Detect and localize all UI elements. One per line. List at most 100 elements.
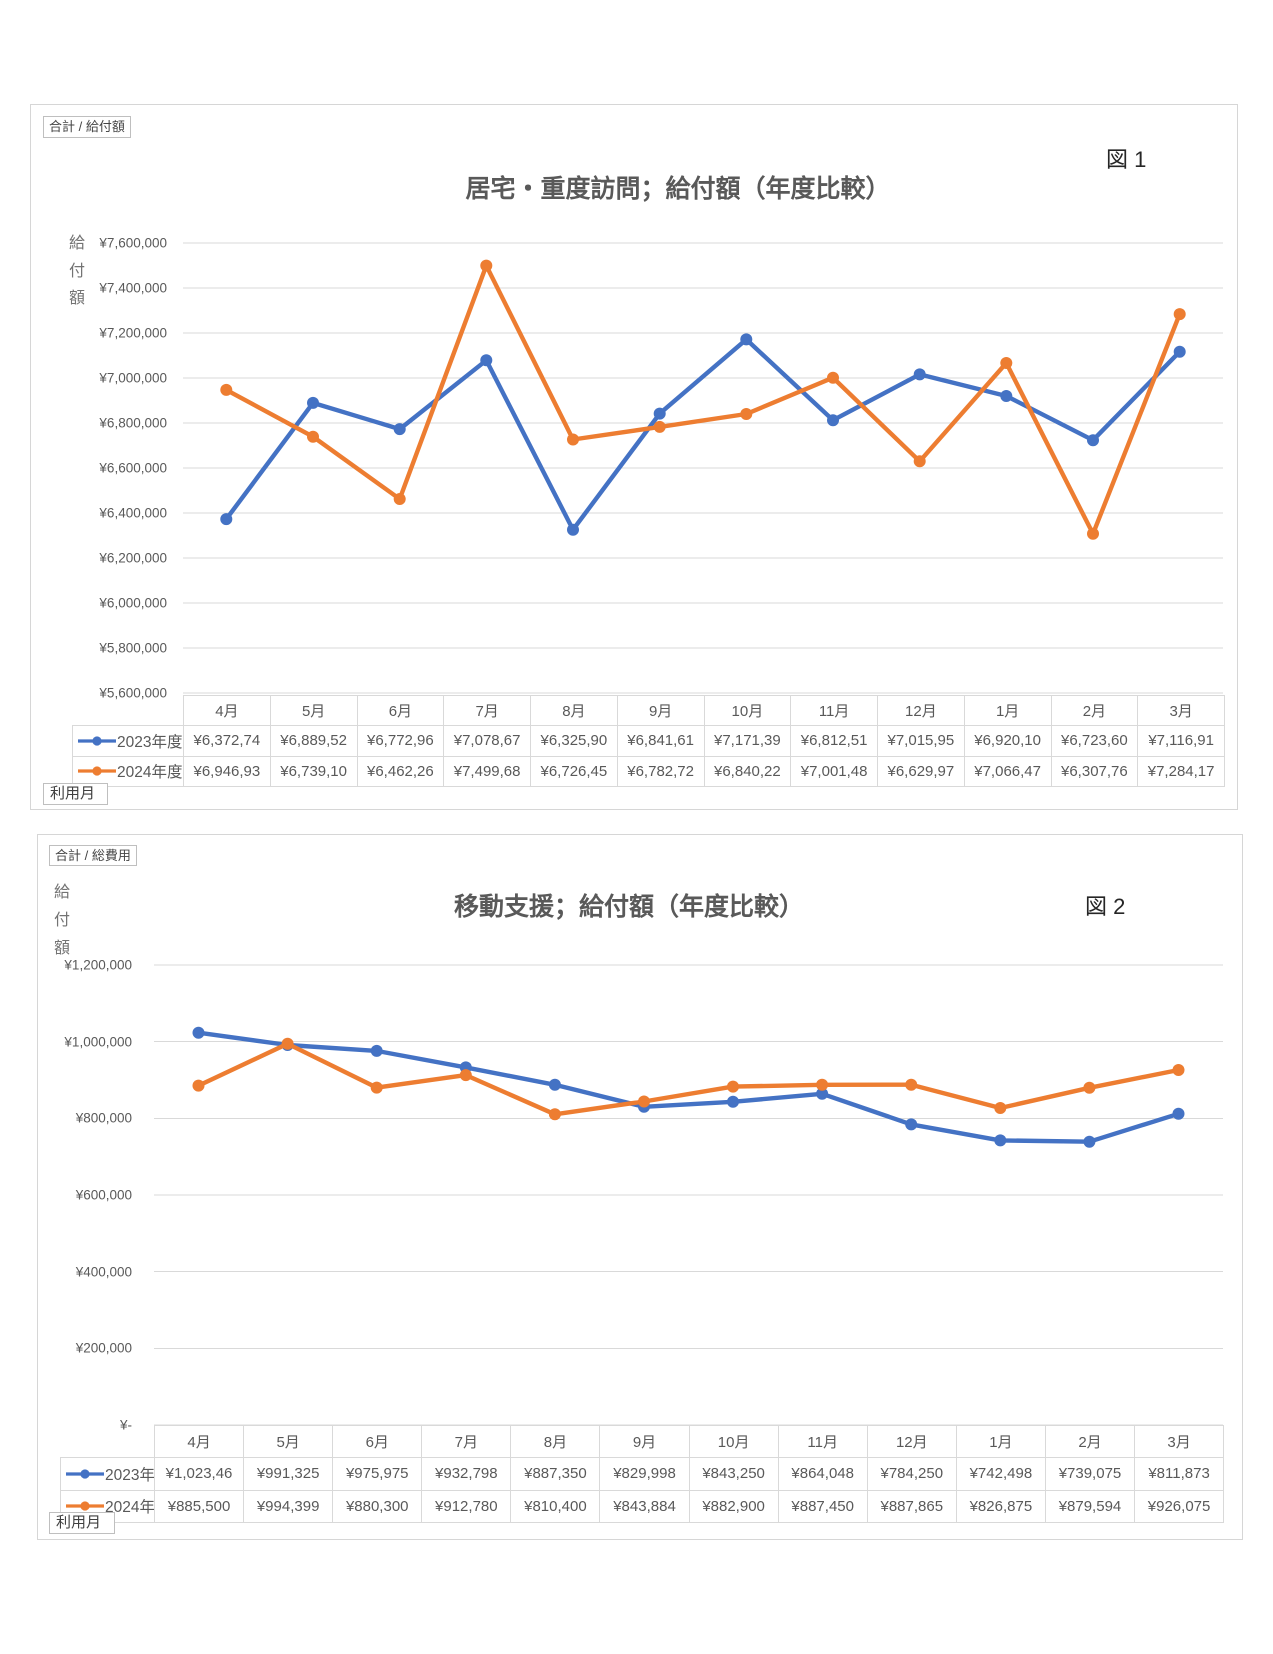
- month-header-cell: 11月: [777, 1425, 868, 1458]
- y-axis-tick-label: ¥800,000: [75, 1110, 132, 1126]
- month-header-cell: 10月: [703, 695, 792, 726]
- data-point-marker: [1173, 345, 1186, 358]
- data-point-marker: [994, 1102, 1007, 1114]
- legend-key-marker: [78, 766, 116, 776]
- data-point-marker: [393, 493, 406, 505]
- y-axis-title-char: 額: [53, 940, 71, 957]
- value-cell: ¥975,975: [332, 1457, 423, 1491]
- data-point-marker: [370, 1044, 383, 1057]
- value-cell: ¥885,500: [153, 1489, 245, 1523]
- month-header-cell: 12月: [877, 695, 965, 726]
- value-cell: ¥6,726,45: [530, 755, 618, 787]
- value-cell: ¥7,171,39: [703, 725, 792, 757]
- month-header-cell: 1月: [963, 695, 1052, 726]
- data-point-marker: [816, 1087, 829, 1100]
- value-cell: ¥7,001,48: [790, 755, 878, 787]
- value-cell: ¥6,372,74: [183, 725, 271, 757]
- data-point-marker: [727, 1095, 739, 1108]
- data-point-marker: [905, 1118, 918, 1131]
- data-point-marker: [653, 407, 666, 420]
- legend-key-marker: [78, 736, 116, 746]
- value-cell: ¥882,900: [688, 1489, 779, 1523]
- y-axis-tick-label: ¥7,000,000: [99, 370, 167, 386]
- value-cell: ¥843,884: [599, 1489, 690, 1523]
- y-axis-title-char: 付: [68, 263, 86, 280]
- data-point-marker: [548, 1078, 561, 1091]
- value-cell: ¥1,023,46: [153, 1457, 245, 1491]
- value-cell: ¥6,739,10: [269, 755, 358, 787]
- value-cell: ¥810,400: [510, 1489, 601, 1523]
- y-axis-tick-label: ¥400,000: [75, 1264, 132, 1280]
- table-header-row: 4月 5月 6月 7月 8月 9月 10月 11月 12月 1月 2月 3月: [60, 1425, 1225, 1458]
- series-name: 2023年: [105, 1466, 155, 1484]
- value-cell: ¥6,723,60: [1050, 725, 1139, 757]
- y-axis-tick-label: ¥1,000,000: [64, 1034, 132, 1050]
- data-point-marker: [1000, 390, 1013, 402]
- month-header-cell: 6月: [332, 1425, 423, 1458]
- legend-cell: 2023年度: [72, 725, 184, 757]
- month-header-cell: 5月: [243, 1425, 334, 1458]
- figure-number-label: 図 2: [1085, 894, 1126, 919]
- month-header-cell: 3月: [1137, 695, 1225, 726]
- y-axis-tick-label: ¥600,000: [75, 1187, 132, 1203]
- pivot-axis-field-button[interactable]: 利用月: [49, 1512, 115, 1534]
- month-header-cell: 5月: [269, 695, 358, 726]
- data-point-marker: [994, 1134, 1007, 1147]
- y-axis-title-char: 給: [68, 235, 86, 252]
- month-header-cell: 7月: [443, 695, 531, 726]
- month-header-cell: 9月: [599, 1425, 690, 1458]
- value-cell: ¥784,250: [866, 1457, 957, 1491]
- data-point-marker: [393, 423, 406, 436]
- data-point-marker: [905, 1078, 918, 1091]
- value-cell: ¥7,499,68: [443, 755, 531, 787]
- value-cell: ¥7,015,95: [877, 725, 965, 757]
- pivot-value-field-button[interactable]: 合計 / 給付額: [43, 116, 131, 138]
- y-axis-tick-label: ¥5,800,000: [99, 640, 167, 656]
- legend-cell: 2023年: [60, 1457, 155, 1491]
- month-header-cell: 4月: [153, 1425, 245, 1458]
- pivot-value-field-button[interactable]: 合計 / 総費用: [49, 845, 137, 866]
- value-cell: ¥6,840,22: [703, 755, 792, 787]
- value-cell: ¥912,780: [421, 1489, 512, 1523]
- chart-data-table: 4月 5月 6月 7月 8月 9月 10月 11月 12月 1月 2月 3月 2023年度 ¥6,372,…: [72, 695, 1225, 787]
- data-point-marker: [913, 455, 926, 468]
- series-name: 2024年度: [117, 764, 183, 782]
- value-cell: ¥887,350: [510, 1457, 601, 1491]
- data-point-marker: [220, 383, 233, 396]
- series-line-2024年: [196, 1041, 1181, 1117]
- month-header-cell: 2月: [1044, 1425, 1136, 1458]
- plot-area: [183, 242, 1223, 694]
- value-cell: ¥7,078,67: [443, 725, 531, 757]
- pivot-axis-field-button[interactable]: 利用月: [43, 783, 108, 805]
- y-axis-tick-label: ¥6,800,000: [99, 415, 167, 431]
- series-name: 2024年: [105, 1499, 155, 1517]
- value-cell: ¥6,812,51: [790, 725, 878, 757]
- chart-title: 移動支援；給付額（年度比較）: [453, 893, 805, 921]
- data-point-marker: [1083, 1081, 1096, 1094]
- data-point-marker: [307, 396, 319, 409]
- table-series-row: 2024年 ¥885,500 ¥994,399 ¥880,300 ¥912,780 ¥81…: [60, 1489, 1225, 1523]
- value-cell: ¥6,782,72: [616, 755, 705, 787]
- value-cell: ¥6,841,61: [616, 725, 705, 757]
- month-header-cell: 3月: [1134, 1425, 1225, 1458]
- legend-key-marker: [66, 1501, 104, 1511]
- data-point-marker: [567, 433, 579, 446]
- value-cell: ¥7,066,47: [963, 755, 1052, 787]
- month-header-cell: 8月: [510, 1425, 601, 1458]
- legend-key-marker: [66, 1469, 104, 1479]
- series-line-2024年度: [224, 263, 1182, 536]
- month-header-cell: 7月: [421, 1425, 512, 1458]
- data-point-marker: [1083, 1135, 1096, 1148]
- data-point-marker: [567, 523, 579, 536]
- month-header-cell: 10月: [688, 1425, 779, 1458]
- chart-1-kyotaku-jyudo-line-chart: 合計 / 給付額図 1 居宅・重度訪問；給付額（年度比較） 給付額 ¥7,600,00…: [30, 104, 1238, 810]
- chart-title: 居宅・重度訪問；給付額（年度比較）: [465, 175, 891, 203]
- data-point-marker: [913, 368, 926, 381]
- month-header-cell: 11月: [790, 695, 878, 726]
- chart-2-ido-shien-line-chart: 合計 / 総費用図 2 移動支援；給付額（年度比較） 給付額 ¥1,200,000 ¥1…: [37, 834, 1243, 1540]
- table-header-row: 4月 5月 6月 7月 8月 9月 10月 11月 12月 1月 2月 3月: [72, 695, 1225, 726]
- data-point-marker: [638, 1095, 650, 1108]
- data-point-marker: [1087, 527, 1099, 540]
- value-cell: ¥7,284,17: [1137, 755, 1225, 787]
- y-axis-tick-label: ¥1,200,000: [64, 957, 132, 973]
